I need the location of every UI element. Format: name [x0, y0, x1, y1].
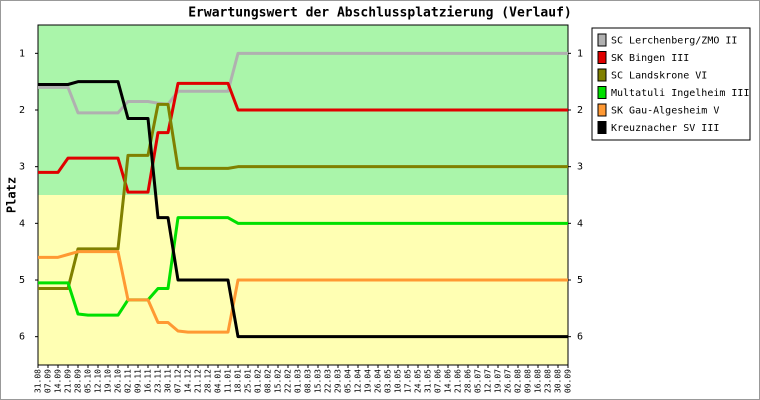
- legend-swatch: [597, 86, 607, 99]
- x-tick-label: 18.01: [234, 369, 243, 393]
- x-tick-label: 15.02: [274, 369, 283, 393]
- x-tick-label: 30.08: [554, 369, 563, 393]
- x-tick-label: 14.09: [54, 369, 63, 393]
- legend-swatch: [597, 51, 607, 64]
- x-tick-label: 21.06: [454, 369, 463, 393]
- x-tick-label: 25.01: [244, 369, 253, 393]
- x-tick-label: 19.04: [364, 369, 373, 393]
- x-tick-label: 21.12: [194, 369, 203, 393]
- x-tick-label: 01.02: [254, 369, 263, 393]
- legend-label: Kreuznacher SV III: [611, 123, 719, 134]
- x-tick-label: 23.08: [544, 369, 553, 393]
- y-tick-label: 2: [19, 105, 25, 116]
- y-tick-label: 1: [19, 48, 25, 59]
- series-line: [38, 81, 568, 194]
- legend-swatch: [597, 103, 607, 117]
- x-tick-label: 22.03: [324, 369, 333, 393]
- y2-tick-label: 4: [577, 218, 583, 229]
- x-tick-label: 02.08: [514, 369, 523, 393]
- chart-title: Erwartungswert der Abschlussplatzierung …: [188, 6, 572, 21]
- x-tick-label: 12.04: [354, 369, 363, 393]
- x-tick-label: 19.10: [104, 369, 113, 393]
- x-tick-label: 28.12: [204, 369, 213, 393]
- x-tick-label: 17.05: [404, 369, 413, 393]
- legend-label: SC Landskrone VI: [611, 71, 707, 82]
- x-tick-label: 08.03: [304, 369, 313, 393]
- x-tick-label: 29.03: [334, 369, 343, 393]
- x-tick-label: 10.05: [394, 369, 403, 393]
- x-tick-label: 22.02: [284, 369, 293, 393]
- x-tick-label: 03.05: [384, 369, 393, 393]
- x-tick-label: 30.11: [164, 369, 173, 393]
- x-tick-label: 05.07: [474, 369, 483, 393]
- legend-label: SK Gau-Algesheim V: [611, 106, 719, 117]
- series-line: [38, 216, 568, 317]
- x-tick-label: 16.08: [534, 369, 543, 393]
- x-tick-label: 16.11: [144, 369, 153, 393]
- y-tick-label: 4: [19, 218, 25, 229]
- x-tick-label: 07.12: [174, 369, 183, 393]
- x-tick-label: 04.01: [214, 369, 223, 393]
- series-line: [38, 250, 568, 334]
- x-tick-label: 28.09: [74, 369, 83, 393]
- x-tick-label: 26.07: [504, 369, 513, 393]
- x-tick-label: 12.07: [484, 369, 493, 393]
- x-tick-label: 31.05: [424, 369, 433, 393]
- plot-border: [37, 24, 569, 366]
- y-axis-label: Platz: [5, 177, 19, 213]
- series-line: [38, 51, 568, 115]
- x-tick-label: 01.03: [294, 369, 303, 393]
- series-line: [38, 80, 568, 339]
- legend-swatch: [597, 121, 607, 134]
- x-tick-label: 05.10: [84, 369, 93, 393]
- legend-swatch: [597, 68, 607, 82]
- x-tick-label: 06.09: [564, 369, 573, 393]
- legend-label: SC Lerchenberg/ZMO II: [611, 36, 737, 47]
- x-tick-label: 07.06: [434, 369, 443, 393]
- x-tick-label: 26.10: [114, 369, 123, 393]
- y-tick-label: 3: [19, 162, 25, 173]
- x-tick-label: 09.08: [524, 369, 533, 393]
- x-tick-label: 24.05: [414, 369, 423, 393]
- y2-tick-label: 1: [577, 48, 583, 59]
- x-tick-label: 05.04: [344, 369, 353, 393]
- x-tick-label: 26.04: [374, 369, 383, 393]
- x-tick-label: 19.07: [494, 369, 503, 393]
- x-tick-label: 02.11: [124, 369, 133, 393]
- x-tick-label: 14.12: [184, 369, 193, 393]
- series-line: [38, 102, 568, 290]
- x-tick-label: 09.11: [134, 369, 143, 393]
- x-tick-label: 23.11: [154, 369, 163, 393]
- y2-tick-label: 6: [577, 332, 583, 343]
- x-tick-label: 07.09: [44, 369, 53, 393]
- x-tick-label: 14.06: [444, 369, 453, 393]
- x-tick-label: 12.10: [94, 369, 103, 393]
- x-tick-label: 08.02: [264, 369, 273, 393]
- x-tick-label: 11.01: [224, 369, 233, 393]
- x-tick-label: 21.09: [64, 369, 73, 393]
- x-tick-label: 28.06: [464, 369, 473, 393]
- y2-tick-label: 2: [577, 105, 583, 116]
- y2-tick-label: 3: [577, 162, 583, 173]
- y-tick-label: 5: [19, 275, 25, 286]
- legend-label: SK Bingen III: [611, 53, 689, 64]
- legend-swatch: [597, 33, 607, 47]
- legend-box: [591, 27, 751, 141]
- legend-label: Multatuli Ingelheim III: [611, 88, 749, 99]
- x-tick-label: 15.03: [314, 369, 323, 393]
- y-tick-label: 6: [19, 332, 25, 343]
- y2-tick-label: 5: [577, 275, 583, 286]
- x-tick-label: 31.08: [34, 369, 43, 393]
